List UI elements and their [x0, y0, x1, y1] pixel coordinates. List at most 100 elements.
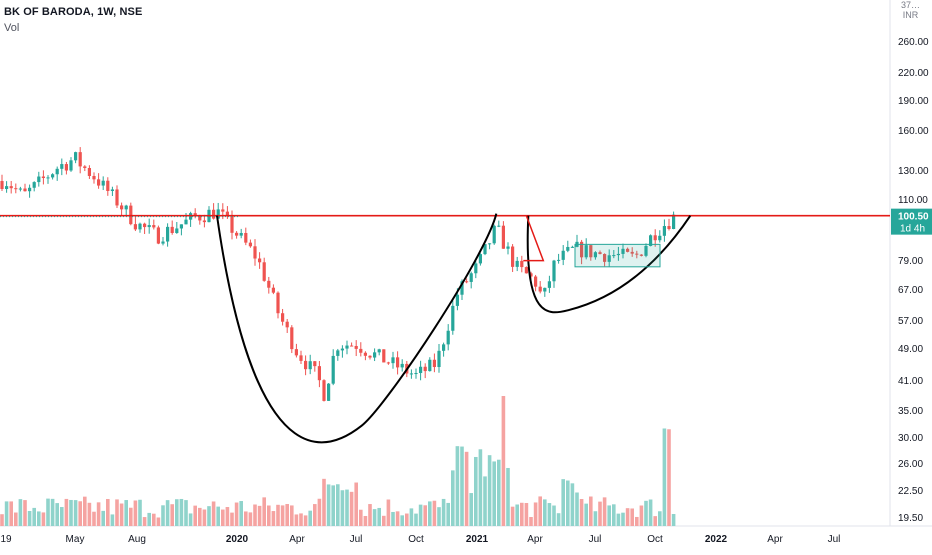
- volume-bar: [303, 515, 308, 526]
- candle-body: [515, 260, 519, 267]
- volume-bar: [290, 505, 294, 526]
- volume-bar: [602, 497, 607, 526]
- volume-bar: [37, 511, 41, 526]
- volume-bar: [14, 512, 18, 526]
- candle-body: [46, 177, 50, 179]
- time-tick-label: 2022: [705, 534, 728, 545]
- candle-body: [373, 352, 377, 358]
- volume-bar: [221, 509, 225, 526]
- volume-bar: [216, 506, 220, 526]
- candle-body: [271, 287, 275, 293]
- price-tick-label: 35.00: [898, 406, 923, 417]
- volume-bar: [437, 507, 441, 526]
- candle-body: [382, 349, 386, 363]
- volume-bar: [377, 507, 381, 526]
- volume-bar: [405, 513, 409, 526]
- volume-bar: [267, 505, 271, 526]
- candle-body: [216, 209, 220, 219]
- candle-body: [230, 215, 234, 233]
- time-axis[interactable]: 19 May Aug 2020 Apr Jul Oct 2021 Apr Jul Oct 2022 Ap…: [0, 534, 840, 545]
- candle-body: [524, 267, 528, 274]
- volume-bar: [428, 501, 432, 526]
- volume-bar: [359, 509, 363, 526]
- candle-body: [534, 276, 538, 287]
- candle-body: [469, 273, 473, 282]
- volume-bar: [124, 500, 128, 526]
- volume-bar: [257, 505, 262, 526]
- candle-body: [290, 327, 294, 350]
- volume-bar: [446, 502, 450, 526]
- candle-body: [267, 280, 271, 288]
- cup-curve: [216, 213, 498, 444]
- volume-bar: [469, 493, 473, 526]
- candle-body: [658, 235, 662, 241]
- candle-body: [248, 242, 252, 247]
- candle-body: [336, 350, 340, 356]
- volume-bar: [331, 485, 335, 526]
- candle-body: [506, 246, 510, 249]
- candle-body: [147, 225, 151, 228]
- candle-body: [51, 174, 55, 178]
- time-tick-label: Oct: [647, 534, 663, 545]
- time-tick-label: 2021: [466, 534, 489, 545]
- volume-bar: [106, 498, 110, 526]
- candle-body: [547, 281, 551, 288]
- price-tick-label: 260.00: [898, 37, 929, 48]
- volume-bar: [667, 429, 671, 526]
- volume-bar: [561, 479, 565, 526]
- volume-bar: [510, 506, 515, 526]
- volume-bar: [96, 502, 101, 526]
- candle-body: [612, 255, 616, 257]
- volume-bar: [552, 505, 556, 526]
- candle-body: [455, 294, 459, 306]
- volume-bar: [589, 496, 593, 526]
- candle-body: [451, 305, 455, 331]
- candle-body: [281, 313, 285, 322]
- price-tick-label: 30.00: [898, 433, 923, 444]
- candlesticks: [0, 147, 676, 402]
- volume-bar: [4, 501, 9, 526]
- symbol-title[interactable]: BK OF BARODA, 1W, NSE: [4, 6, 143, 18]
- volume-bar: [658, 511, 662, 526]
- last-price-label: 100.50: [898, 212, 929, 223]
- volume-bar: [497, 459, 501, 526]
- volume-bar: [409, 508, 414, 526]
- volume-bar: [313, 504, 317, 526]
- candle-body: [635, 253, 639, 255]
- candle-body: [616, 253, 620, 256]
- time-tick-label: 2020: [226, 534, 249, 545]
- currency-label[interactable]: 37… INR: [901, 0, 920, 20]
- volume-bar: [23, 500, 27, 526]
- volume-bar: [616, 513, 621, 526]
- volume-bar: [382, 515, 386, 526]
- time-tick-label: May: [66, 534, 85, 545]
- candle-body: [92, 175, 96, 180]
- candle-body: [120, 205, 124, 210]
- candle-body: [221, 209, 225, 212]
- volume-bar: [73, 500, 78, 526]
- volume-bar: [230, 512, 234, 526]
- candle-body: [133, 224, 137, 230]
- volume-bar: [570, 483, 575, 526]
- volume-bar: [55, 503, 59, 526]
- volume-label[interactable]: Vol: [4, 22, 20, 34]
- drawing-overlays: [0, 213, 890, 444]
- volume-bar: [138, 499, 142, 526]
- volume-bar: [69, 499, 73, 526]
- candle-body: [368, 355, 372, 358]
- price-axis[interactable]: 260.00 220.00 190.00 160.00 130.00 110.00 79.0…: [891, 37, 932, 524]
- volume-bar: [372, 509, 377, 526]
- candle-body: [465, 281, 469, 283]
- candle-body: [37, 176, 41, 183]
- volume-bar: [621, 512, 625, 526]
- volume-bar: [234, 502, 239, 526]
- volume-bar: [271, 511, 276, 526]
- volume-bar: [317, 498, 322, 526]
- candle-body: [350, 345, 354, 347]
- candle-body: [101, 180, 105, 186]
- candle-body: [529, 273, 533, 277]
- volume-bar: [483, 476, 487, 526]
- candle-body: [179, 224, 183, 229]
